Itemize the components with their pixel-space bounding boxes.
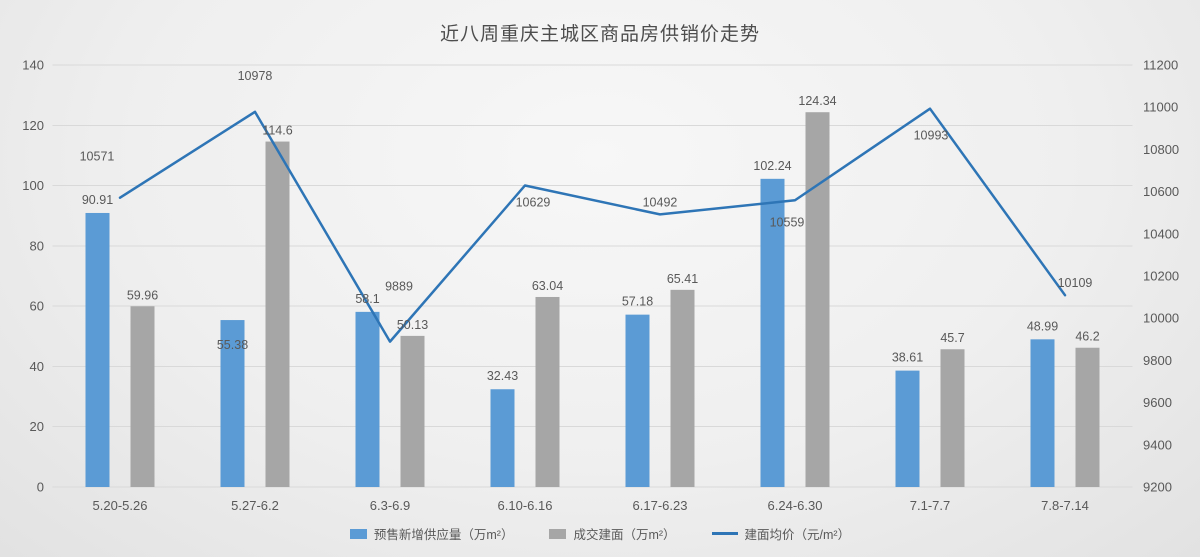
svg-text:10492: 10492 xyxy=(643,195,678,209)
svg-text:9889: 9889 xyxy=(385,280,413,294)
svg-text:57.18: 57.18 xyxy=(622,295,653,309)
svg-text:6.10-6.16: 6.10-6.16 xyxy=(498,498,553,513)
svg-text:10000: 10000 xyxy=(1143,311,1179,326)
legend-item-transaction: 成交建面（万m²） xyxy=(549,524,676,543)
chart-legend: 预售新增供应量（万m²） 成交建面（万m²） 建面均价（元/m²） xyxy=(0,524,1200,543)
svg-text:46.2: 46.2 xyxy=(1075,330,1099,344)
svg-text:65.41: 65.41 xyxy=(667,272,698,286)
legend-swatch-price-line xyxy=(711,532,738,535)
legend-label-transaction: 成交建面（万m²） xyxy=(573,528,676,542)
svg-text:11200: 11200 xyxy=(1143,58,1178,73)
bars-new-supply xyxy=(85,178,1055,487)
svg-text:10109: 10109 xyxy=(1058,276,1093,290)
svg-text:10978: 10978 xyxy=(238,69,273,83)
svg-text:100: 100 xyxy=(22,178,44,193)
legend-swatch-transaction-bar xyxy=(549,528,567,539)
legend-item-price: 建面均价（元/m²） xyxy=(711,524,851,543)
price-line xyxy=(118,107,1067,343)
svg-text:140: 140 xyxy=(22,58,44,73)
svg-text:59.96: 59.96 xyxy=(127,288,158,302)
bars-transaction-area xyxy=(130,112,1100,488)
svg-text:9600: 9600 xyxy=(1143,395,1172,410)
right-axis-tick-labels: 9200 9400 9600 9800 10000 10200 10400 10600 1080… xyxy=(1143,58,1179,495)
svg-text:102.24: 102.24 xyxy=(753,159,791,173)
svg-text:7.8-7.14: 7.8-7.14 xyxy=(1041,498,1089,513)
svg-text:5.20-5.26: 5.20-5.26 xyxy=(93,498,148,513)
svg-text:48.99: 48.99 xyxy=(1027,319,1058,333)
svg-text:60: 60 xyxy=(30,299,44,314)
left-axis-tick-labels: 0 20 40 60 80 100 120 140 xyxy=(22,58,44,495)
svg-text:10571: 10571 xyxy=(80,150,115,164)
svg-text:90.91: 90.91 xyxy=(82,193,113,207)
svg-text:80: 80 xyxy=(30,238,44,253)
svg-text:55.38: 55.38 xyxy=(217,338,248,352)
svg-text:124.34: 124.34 xyxy=(798,94,836,108)
data-labels: 90.91 55.38 58.1 32.43 57.18 102.24 38.61 48.99… xyxy=(80,69,1100,383)
svg-text:50.13: 50.13 xyxy=(397,318,428,332)
svg-text:40: 40 xyxy=(30,359,44,374)
svg-text:10993: 10993 xyxy=(914,129,949,143)
svg-text:7.1-7.7: 7.1-7.7 xyxy=(910,498,950,513)
svg-text:9200: 9200 xyxy=(1143,480,1172,495)
svg-text:120: 120 xyxy=(22,118,44,133)
legend-swatch-supply-bar xyxy=(349,528,367,539)
svg-text:11000: 11000 xyxy=(1143,100,1178,115)
svg-text:10800: 10800 xyxy=(1143,142,1179,157)
svg-text:9800: 9800 xyxy=(1143,353,1172,368)
svg-text:20: 20 xyxy=(30,419,44,434)
svg-text:10400: 10400 xyxy=(1143,226,1179,241)
svg-text:10600: 10600 xyxy=(1143,184,1179,199)
svg-text:38.61: 38.61 xyxy=(892,351,923,365)
legend-item-supply: 预售新增供应量（万m²） xyxy=(349,524,514,543)
chart-title: 近八周重庆主城区商品房供销价走势 xyxy=(439,24,760,45)
svg-text:10629: 10629 xyxy=(516,195,551,209)
svg-text:10200: 10200 xyxy=(1143,269,1179,284)
legend-label-price: 建面均价（元/m²） xyxy=(744,528,851,542)
svg-text:58.1: 58.1 xyxy=(355,292,379,306)
svg-text:6.24-6.30: 6.24-6.30 xyxy=(768,498,823,513)
category-labels: 5.20-5.26 5.27-6.2 6.3-6.9 6.10-6.16 6.17-6.… xyxy=(93,498,1089,513)
svg-text:9400: 9400 xyxy=(1143,437,1172,452)
svg-text:32.43: 32.43 xyxy=(487,369,518,383)
legend-label-supply: 预售新增供应量（万m²） xyxy=(373,528,514,542)
svg-text:63.04: 63.04 xyxy=(532,279,563,293)
svg-text:45.7: 45.7 xyxy=(940,331,964,345)
svg-text:10559: 10559 xyxy=(770,215,805,229)
svg-text:5.27-6.2: 5.27-6.2 xyxy=(231,498,279,513)
svg-text:6.17-6.23: 6.17-6.23 xyxy=(633,498,688,513)
svg-text:114.6: 114.6 xyxy=(262,124,292,138)
svg-text:0: 0 xyxy=(37,480,44,495)
gridlines xyxy=(52,64,1133,488)
svg-text:6.3-6.9: 6.3-6.9 xyxy=(370,498,410,513)
